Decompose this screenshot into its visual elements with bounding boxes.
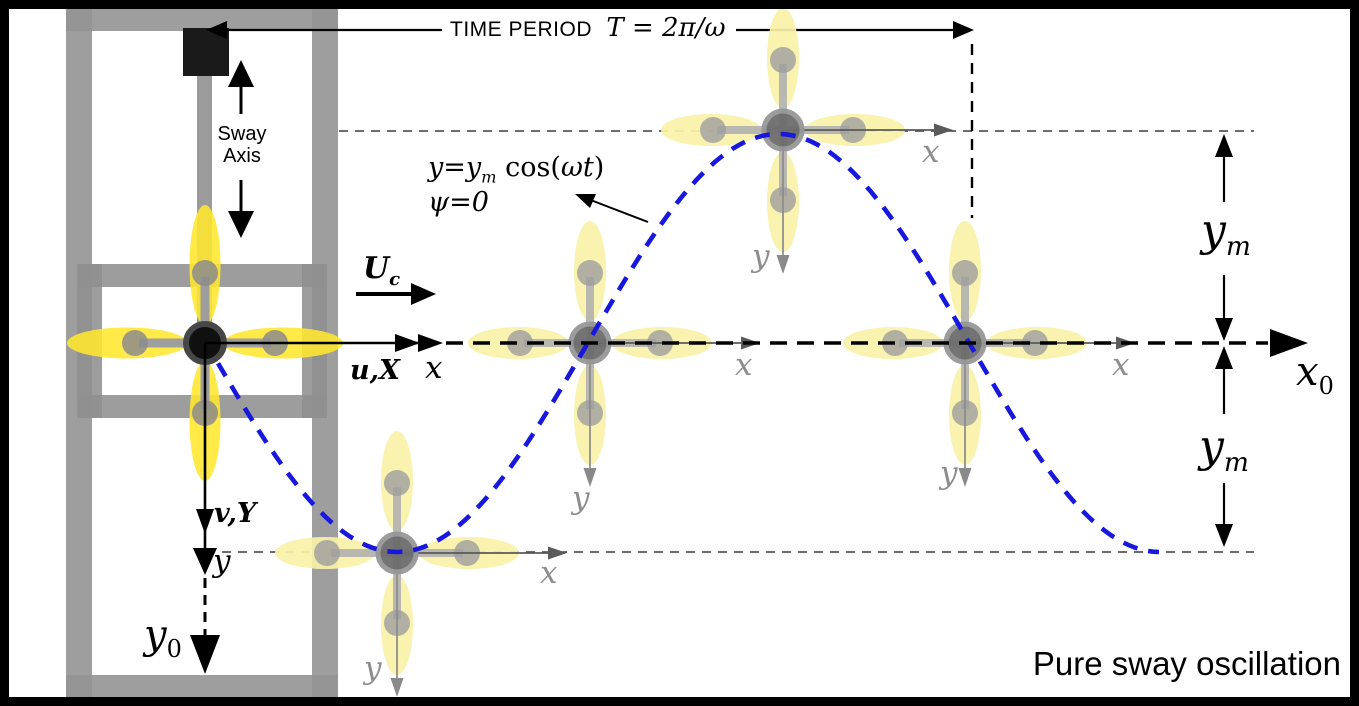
sway-axis-small-label: y [213,543,231,579]
sway-cosine-curve [203,131,1160,555]
body-x-label-upcross: x [735,347,753,383]
equation-line1: y=ym cos(ωt) [428,152,605,187]
rotor-snapshot-downcross [843,221,1135,487]
time-period-formula: T = 2π/ω [606,13,726,43]
earth-y-axis [190,578,220,674]
amplitude-arrow-lower [1215,346,1233,547]
time-period-title: TIME PERIOD T = 2π/ω [450,13,726,43]
earth-x-label: x0 [1296,349,1334,400]
equation-line2: ψ=0 [428,186,489,218]
surge-axis-arrow [205,334,443,352]
earth-x-axis [446,329,1308,357]
sway-velocity-arrow [193,343,217,575]
sway-label: v,Y [214,498,257,529]
figure-caption: Pure sway oscillation [1032,645,1341,682]
current-velocity-arrow [356,283,436,305]
earth-y-label: y0 [144,612,182,663]
motion-equation: y=ym cos(ωt) ψ=0 [428,152,604,219]
time-period-prefix: TIME PERIOD [450,18,593,41]
surge-axis-label: x [425,350,443,386]
sway-axis-arrows [228,60,254,238]
body-y-label-crest: y [752,238,770,274]
body-y-label-upcross: y [572,480,590,516]
sway-axis-label: Sway Axis [217,123,267,167]
body-x-label-downcross: x [1112,347,1130,383]
body-y-label-trough: y [364,650,382,686]
body-x-label-crest: x [922,134,940,170]
amplitude-label-upper: ym [1201,205,1251,262]
rotor-snapshot-upcross [468,221,760,487]
amplitude-label-lower: ym [1199,421,1249,478]
body-x-label-trough: x [540,555,558,591]
body-y-label-downcross: y [940,455,958,491]
amplitude-arrow-upper [1215,134,1233,341]
current-velocity-label: Uc [363,251,401,290]
equation-pointer-arrow [575,194,649,223]
surge-label: u,X [350,355,400,386]
